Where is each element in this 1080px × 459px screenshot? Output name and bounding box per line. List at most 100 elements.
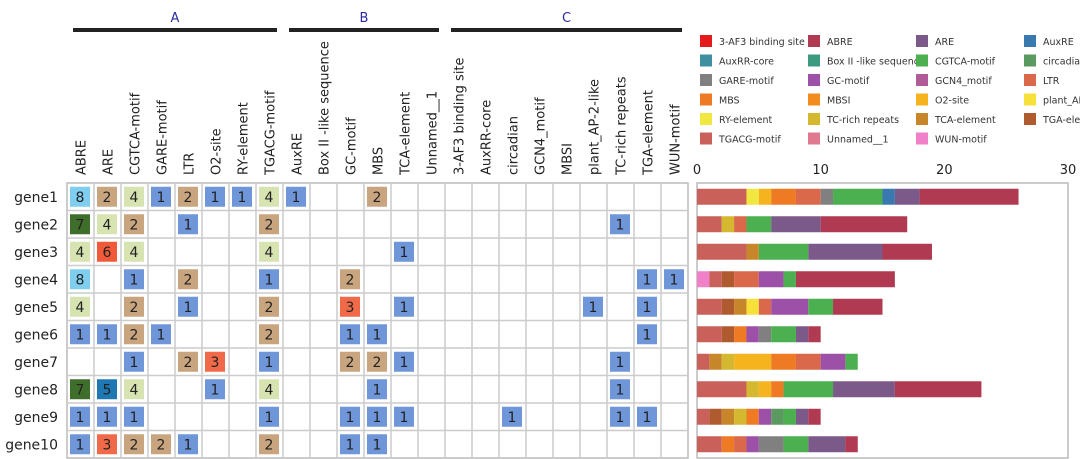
- bar-segment-gene1: [758, 188, 772, 205]
- legend-label: MBSI: [827, 96, 850, 107]
- row-label: gene6: [14, 327, 58, 343]
- heatmap-cell: [70, 186, 90, 207]
- cell-value: 2: [265, 217, 274, 233]
- cell-value: 2: [265, 437, 274, 453]
- heatmap-cell: [259, 296, 279, 317]
- heatmap-cell: [97, 434, 117, 455]
- bar-segment-gene1: [771, 188, 796, 205]
- cell-value: 2: [184, 355, 193, 371]
- column-label: 3-AF3 binding site: [453, 57, 468, 175]
- cell-value: 4: [130, 245, 139, 261]
- heatmap-cell: [70, 324, 90, 345]
- bar-segment-gene10: [746, 436, 759, 453]
- heatmap-cell: [610, 379, 630, 400]
- heatmap-cell: [664, 269, 684, 290]
- bar-segment-gene6: [697, 326, 722, 343]
- bar-segment-gene9: [709, 408, 722, 425]
- cell-value: 2: [265, 300, 274, 316]
- cell-value: 1: [373, 327, 382, 343]
- legend-swatch: [916, 113, 928, 125]
- cell-value: 1: [589, 300, 598, 316]
- heatmap-cell: [178, 351, 198, 372]
- cell-value: 1: [184, 300, 193, 316]
- row-label: gene10: [5, 437, 58, 453]
- heatmap-cell: [205, 351, 225, 372]
- legend-label: LTR: [1043, 76, 1060, 87]
- row-label: gene8: [14, 382, 58, 398]
- cell-value: 1: [508, 410, 517, 426]
- cell-value: 4: [76, 245, 85, 261]
- cell-value: 3: [346, 300, 355, 316]
- bar-segment-gene3: [697, 243, 747, 260]
- heatmap-cell: [340, 406, 360, 427]
- heatmap-cell: [394, 406, 414, 427]
- heatmap-cell: [394, 296, 414, 317]
- legend-swatch: [1024, 93, 1036, 106]
- bar-segment-gene6: [808, 326, 821, 343]
- heatmap-cell: [259, 324, 279, 345]
- cell-value: 1: [643, 300, 652, 316]
- legend-swatch: [1024, 35, 1036, 47]
- bar-segment-gene5: [697, 298, 722, 315]
- cell-value: 1: [265, 272, 274, 288]
- bar-segment-gene7: [820, 353, 846, 370]
- heatmap-cell: [367, 434, 387, 455]
- bar-segment-gene9: [783, 408, 796, 425]
- heatmap-cell: [394, 351, 414, 372]
- cell-value: 1: [616, 217, 625, 233]
- cell-value: 2: [346, 355, 355, 371]
- heatmap-cell: [151, 434, 171, 455]
- column-label: MBSI: [561, 143, 576, 175]
- heatmap-cell: [259, 186, 279, 207]
- cell-value: 2: [157, 437, 166, 453]
- heatmap-cell: [259, 406, 279, 427]
- cell-value: 2: [130, 437, 139, 453]
- cell-value: 2: [265, 327, 274, 343]
- heatmap-cell: [124, 214, 144, 235]
- heatmap-cell: [124, 296, 144, 317]
- bar-segment-gene7: [709, 353, 722, 370]
- legend-swatch: [916, 35, 928, 47]
- legend-label: ABRE: [827, 37, 853, 48]
- heatmap-cell: [637, 269, 657, 290]
- group-label: B: [360, 11, 369, 26]
- bar-segment-gene9: [734, 408, 747, 425]
- cell-value: 1: [265, 355, 274, 371]
- cell-value: 1: [400, 245, 409, 261]
- legend-label: RY-element: [719, 115, 773, 126]
- bar-segment-gene8: [746, 381, 759, 398]
- bar-segment-gene1: [697, 188, 747, 205]
- group-label: A: [171, 11, 180, 26]
- bar-segment-gene8: [758, 381, 772, 398]
- legend-swatch: [808, 113, 820, 125]
- bar-segment-gene7: [697, 353, 710, 370]
- cell-value: 1: [211, 190, 220, 206]
- legend-swatch: [916, 132, 928, 145]
- bar-segment-gene7: [771, 353, 796, 370]
- cell-value: 1: [346, 327, 355, 343]
- bar-segment-gene5: [758, 298, 772, 315]
- heatmap-cell: [70, 434, 90, 455]
- cell-value: 4: [265, 190, 274, 206]
- row-label: gene3: [14, 245, 58, 261]
- column-label: ABRE: [75, 140, 90, 175]
- cell-value: 3: [103, 437, 112, 453]
- bar-segment-gene6: [734, 326, 747, 343]
- cell-value: 1: [373, 382, 382, 398]
- bar-segment-gene8: [833, 381, 895, 398]
- bar-segment-gene3: [758, 243, 809, 260]
- bar-segment-gene2: [697, 216, 722, 233]
- cell-value: 1: [130, 272, 139, 288]
- bar-segment-gene5: [833, 298, 883, 315]
- cell-value: 1: [76, 437, 85, 453]
- group-label: C: [562, 11, 571, 26]
- legend-label: ARE: [935, 37, 954, 48]
- row-label: gene9: [14, 410, 58, 426]
- legend-swatch: [808, 35, 820, 47]
- bar-segment-gene5: [808, 298, 834, 315]
- heatmap-cell: [610, 351, 630, 372]
- heatmap-cell: [367, 324, 387, 345]
- heatmap-cell: [178, 296, 198, 317]
- bar-segment-gene8: [894, 381, 982, 398]
- bar-segment-gene10: [721, 436, 735, 453]
